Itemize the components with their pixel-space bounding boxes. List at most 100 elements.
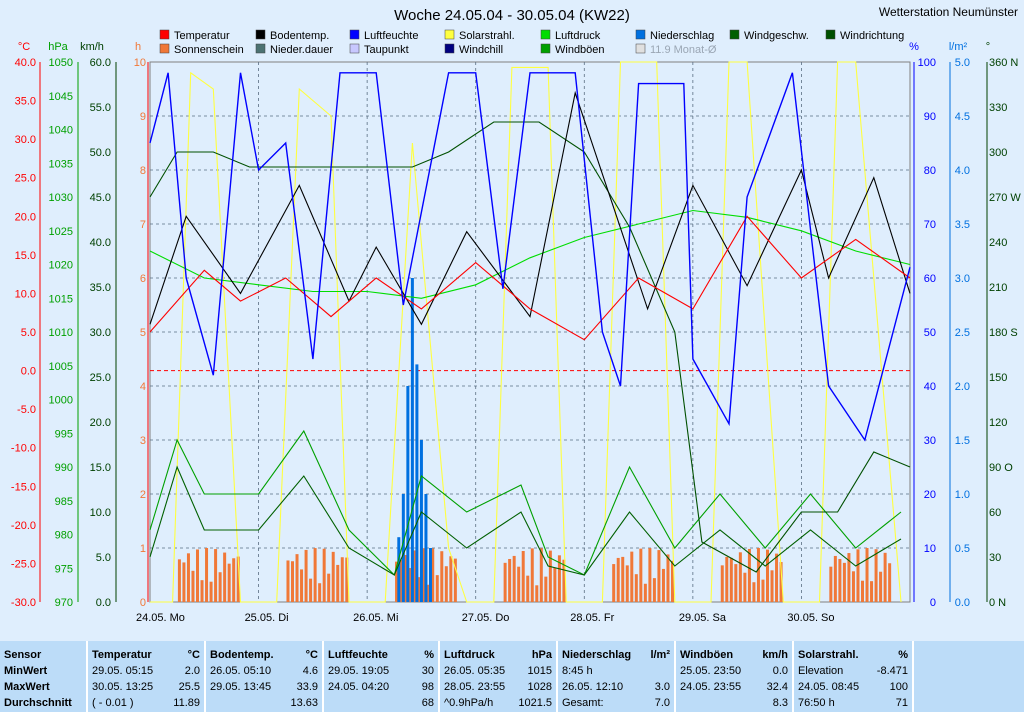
tick-label-direction_deg: 240: [989, 237, 1007, 249]
stats-row: Luftfeuchte%: [328, 648, 434, 663]
legend-label-solar: Solarstrahl.: [459, 30, 515, 42]
sunshine-bar: [734, 564, 738, 602]
axis-unit-rain_lm2: l/m²: [949, 41, 968, 53]
axis-unit-wind_kmh: km/h: [80, 41, 104, 53]
sunshine-bar: [209, 581, 213, 602]
sunshine-bar: [874, 549, 878, 602]
sunshine-bar: [752, 582, 756, 602]
sunshine-bar: [766, 549, 769, 602]
tick-label-sun_h: 6: [140, 273, 146, 285]
tick-label-sun_h: 5: [140, 327, 146, 339]
sunshine-bar: [218, 572, 222, 602]
tick-label-direction_deg: 300: [989, 147, 1007, 159]
sunshine-bar: [842, 562, 846, 602]
stats-cell: 33.9: [296, 681, 318, 693]
stats-cell: Bodentemp.: [210, 649, 274, 661]
sunshine-bar: [186, 553, 190, 602]
series-line-solar: [150, 61, 902, 603]
legend-label-boeen: Windböen: [555, 44, 605, 56]
tick-label-temperature_c: 10.0: [15, 288, 36, 300]
tick-label-temperature_c: -20.0: [11, 520, 36, 532]
sunshine-bar: [643, 583, 647, 602]
tick-label-sun_h: 7: [140, 219, 146, 231]
tick-label-wind_kmh: 5.0: [96, 552, 111, 564]
stats-cell: Solarstrahl.: [798, 649, 859, 661]
series-lines: [149, 61, 911, 603]
legend-swatch-windchill: [444, 43, 455, 54]
stats-cell: 71: [895, 697, 908, 709]
rain-bar: [401, 494, 405, 602]
stats-panel-6: Windböen km/h 25.05. 23:50 0.0 24.05. 23:55 3…: [676, 641, 794, 712]
sunshine-bar: [395, 561, 399, 602]
sunshine-bar: [883, 552, 887, 602]
stats-cell: Sensor: [4, 649, 42, 661]
tick-label-pressure_hpa: 1015: [49, 293, 73, 305]
sunshine-bar: [865, 548, 869, 602]
tick-label-sun_h: 8: [140, 165, 146, 177]
legend-label-feuchte: Luftfeuchte: [364, 30, 418, 42]
stats-panel-7: Solarstrahl.% Elevation -8.471 24.05. 08:45…: [794, 641, 914, 712]
tick-label-humidity_pct: 40: [924, 381, 936, 393]
legend-swatch-monat: [635, 43, 646, 54]
tick-label-direction_deg: 30: [989, 552, 1001, 564]
tick-label-direction_deg: 210: [989, 282, 1007, 294]
tick-label-pressure_hpa: 1035: [49, 158, 73, 170]
x-day-label: 25.05. Di: [245, 612, 289, 624]
legend-label-boden: Bodentemp.: [270, 30, 329, 42]
sunshine-bar: [539, 548, 543, 602]
tick-label-temperature_c: -10.0: [11, 443, 36, 455]
weather-chart: Woche 24.05.04 - 30.05.04 (KW22) Wetters…: [10, 5, 1022, 624]
stats-cell: 2.0: [184, 665, 200, 677]
sunshine-bar: [621, 556, 625, 602]
tick-label-pressure_hpa: 1000: [49, 395, 73, 407]
tick-label-wind_kmh: 10.0: [90, 507, 111, 519]
stats-row: 30.05. 13:25 25.5: [92, 680, 200, 695]
series-line-windgeschw: [149, 465, 902, 576]
sunshine-bar: [404, 555, 408, 602]
stats-cell: 8:45 h: [562, 665, 593, 677]
sunshine-bar: [449, 556, 453, 602]
sunshine-bar: [756, 548, 760, 602]
stats-row: Bodentemp. °C: [210, 648, 318, 663]
x-day-label: 26.05. Mi: [353, 612, 398, 624]
sunshine-bar: [182, 562, 186, 602]
stats-row: Niederschlag l/m²: [562, 648, 670, 663]
rain-bar: [419, 440, 423, 602]
stats-cell: Luftdruck: [444, 649, 495, 661]
legend-swatch-temp: [159, 29, 170, 40]
sunshine-bar: [557, 555, 561, 602]
tick-label-humidity_pct: 80: [924, 165, 936, 177]
sunshine-bar: [413, 550, 417, 602]
legend-label-temp: Temperatur: [174, 30, 230, 42]
series-line-boeen: [149, 429, 902, 577]
sunshine-bar: [544, 576, 548, 602]
tick-label-pressure_hpa: 1030: [49, 192, 73, 204]
stats-cell: 24.05. 04:20: [328, 681, 390, 693]
sunshine-bar: [295, 554, 299, 602]
legend-label-richtung: Windrichtung: [840, 30, 904, 42]
tick-label-temperature_c: -5.0: [17, 404, 36, 416]
legend-label-niederschlag: Niederschlag: [650, 30, 714, 42]
x-axis-labels: 24.05. Mo 25.05. Di 26.05. Mi 27.05. Do 28.0…: [136, 612, 835, 624]
sunshine-bar: [453, 558, 457, 602]
legend-swatch-druck: [540, 29, 551, 40]
tick-label-temperature_c: 15.0: [15, 250, 36, 262]
tick-label-direction_deg: 120: [989, 417, 1007, 429]
sunshine-bar: [309, 578, 313, 602]
tick-label-direction_deg: 330: [989, 102, 1007, 114]
sunshine-bar: [227, 563, 231, 602]
sunshine-bar: [331, 551, 335, 602]
stats-cell: hPa: [531, 649, 552, 661]
sunshine-bar: [775, 553, 779, 602]
sunshine-bar: [503, 562, 507, 602]
tick-label-pressure_hpa: 995: [55, 428, 73, 440]
sunshine-bar: [648, 548, 652, 602]
tick-label-direction_deg: 270 W: [989, 192, 1021, 204]
tick-label-pressure_hpa: 1005: [49, 361, 73, 373]
sunshine-bar: [345, 557, 349, 602]
tick-label-rain_lm2: 3.0: [955, 273, 970, 285]
tick-label-temperature_c: -25.0: [11, 558, 36, 570]
sunshine-bar: [616, 557, 620, 602]
sunshine-bar: [738, 552, 742, 602]
sunshine-bar: [205, 548, 209, 602]
